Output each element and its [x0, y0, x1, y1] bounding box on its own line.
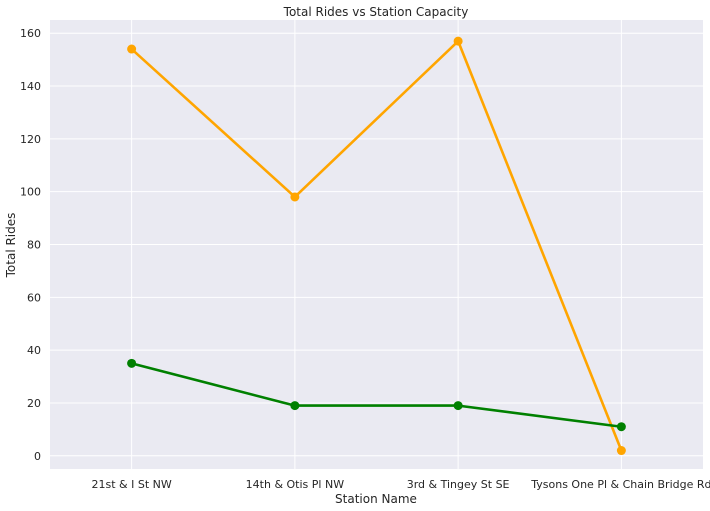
y-tick-labels: 0 20 40 60 80 100 120 140 160 — [20, 27, 41, 463]
series-line — [130, 39, 623, 451]
series-0 — [127, 36, 626, 456]
y-tick-label: 60 — [27, 291, 41, 304]
data-point — [127, 358, 137, 368]
y-tick-label: 80 — [27, 239, 41, 252]
x-tick-label: Tysons One Pl & Chain Bridge Rd — [530, 478, 710, 491]
series-1 — [127, 358, 626, 432]
x-tick-label: 21st & I St NW — [92, 478, 172, 491]
y-tick-label: 100 — [20, 186, 41, 199]
x-axis-label: Station Name — [335, 492, 417, 506]
x-tick-label: 3rd & Tingey St SE — [407, 478, 510, 491]
y-tick-label: 120 — [20, 133, 41, 146]
y-tick-label: 40 — [27, 344, 41, 357]
y-axis-label: Total Rides — [4, 213, 18, 279]
x-tick-labels: 21st & I St NW 14th & Otis Pl NW 3rd & Tin… — [92, 478, 710, 491]
series-group — [127, 36, 626, 456]
data-point — [616, 446, 626, 456]
y-tick-label: 160 — [20, 27, 41, 40]
x-tick-label: 14th & Otis Pl NW — [246, 478, 345, 491]
data-point — [290, 192, 300, 202]
gridlines — [50, 20, 703, 469]
y-tick-label: 0 — [34, 450, 41, 463]
y-tick-label: 20 — [27, 397, 41, 410]
data-point — [290, 401, 300, 411]
series-line — [131, 362, 622, 429]
y-tick-label: 140 — [20, 80, 41, 93]
data-point — [127, 44, 137, 54]
chart-title: Total Rides vs Station Capacity — [283, 5, 469, 19]
data-point — [453, 36, 463, 46]
data-point — [616, 422, 626, 432]
data-point — [453, 401, 463, 411]
